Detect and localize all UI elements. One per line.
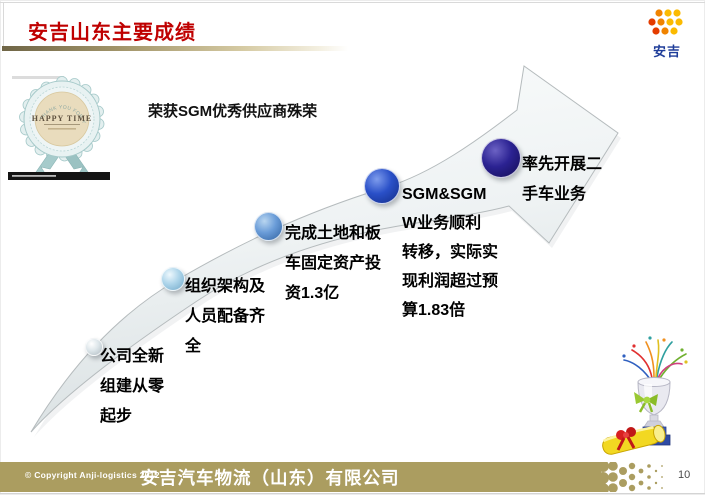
milestone-sphere-5 (481, 138, 521, 178)
milestone-label-3: 完成土地和板 车固定资产投 资1.3亿 (285, 219, 381, 309)
milestone-1-line: 起步 (100, 408, 133, 425)
logo-dots-icon (648, 9, 683, 35)
milestone-label-4: SGM&SGM W业务顺利 转移，实际实 现利润超过预 算1.83倍 (402, 180, 498, 325)
badge-center-text: HAPPY TIME (32, 114, 92, 123)
milestone-sphere-1 (85, 338, 103, 356)
milestone-3-line: 车固定资产投 (285, 255, 382, 272)
trophy-celebration-icon (602, 336, 688, 455)
milestone-2-line: 人员配备齐 (185, 308, 266, 325)
watermark-text-placeholder (12, 76, 64, 79)
milestone-3-line: 完成土地和板 (285, 225, 382, 242)
footer-copyright: © Copyright Anji-logistics 2012 (25, 470, 160, 480)
milestone-5-line: 率先开展二 (522, 156, 603, 173)
top-border-line (0, 2, 705, 3)
milestone-sphere-4 (364, 168, 400, 204)
milestone-sphere-2 (161, 267, 185, 291)
page-title: 安吉山东主要成绩 (28, 22, 196, 44)
badge-caption-bar (8, 172, 110, 180)
milestone-3-line: 资1.3亿 (285, 285, 340, 302)
footer-halftone-dots (598, 462, 663, 492)
bottom-border-line (0, 493, 705, 494)
badge-subtext-placeholder (48, 128, 76, 130)
company-logo: 安吉 (643, 8, 691, 60)
milestone-label-2: 组织架构及 人员配备齐 全 (185, 272, 265, 362)
left-border-tick (3, 3, 4, 48)
milestone-sphere-3 (254, 212, 283, 241)
footer-company-name: 安吉汽车物流（山东）有限公司 (140, 468, 400, 488)
milestone-4-line: SGM&SGM (402, 186, 487, 203)
title-underline-rule (2, 46, 348, 51)
milestone-2-line: 组织架构及 (185, 278, 266, 295)
milestone-label-5: 率先开展二 手车业务 (522, 150, 602, 210)
page-number: 10 (678, 469, 691, 481)
milestone-4-line: 算1.83倍 (402, 302, 466, 319)
scroll-bow (616, 427, 636, 451)
trophy-bow (634, 392, 658, 413)
milestone-4-line: 转移，实际实 (402, 244, 499, 261)
award-badge-icon: THANK YOU FOR YOU HAPPY TIME (8, 72, 118, 182)
milestone-2-line: 全 (185, 338, 202, 355)
logo-wordmark: 安吉 (652, 44, 681, 59)
award-note: 荣获SGM优秀供应商殊荣 (148, 103, 318, 120)
milestone-label-1: 公司全新 组建从零 起步 (100, 342, 164, 432)
milestone-4-line: 现利润超过预 (402, 273, 499, 290)
milestone-5-line: 手车业务 (522, 186, 587, 203)
milestone-4-line: W业务顺利 (402, 215, 482, 232)
milestone-1-line: 公司全新 (100, 348, 165, 365)
milestone-1-line: 组建从零 (100, 378, 165, 395)
footer-bar (0, 462, 601, 492)
